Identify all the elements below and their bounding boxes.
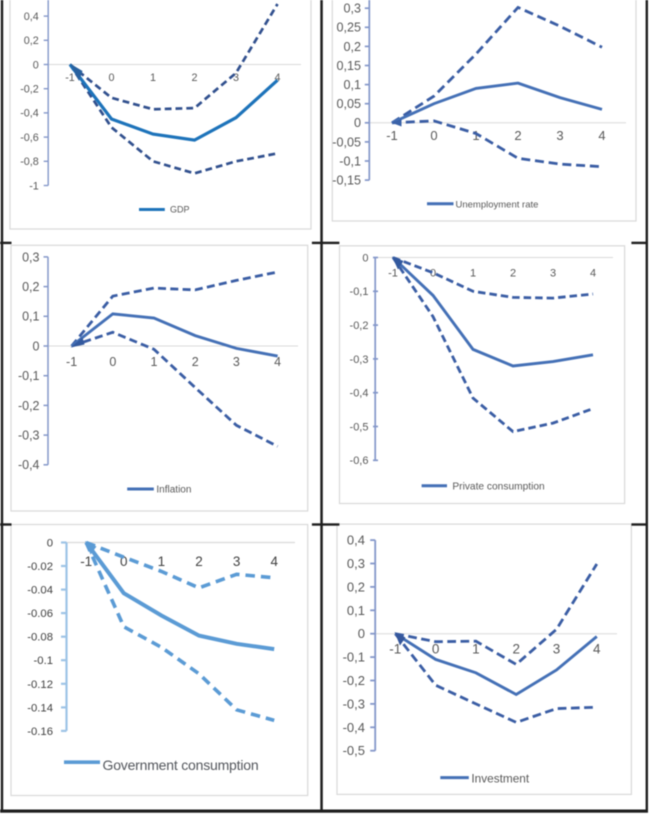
svg-text:-0,2: -0,2 (350, 320, 369, 332)
svg-text:-0,4: -0,4 (20, 108, 39, 120)
svg-text:-0,4: -0,4 (343, 720, 365, 735)
svg-text:0: 0 (354, 116, 361, 130)
svg-text:-0,2: -0,2 (20, 84, 39, 96)
svg-text:-0,8: -0,8 (20, 156, 39, 168)
svg-text:-1: -1 (389, 642, 401, 657)
svg-text:-0,4: -0,4 (350, 388, 369, 400)
svg-text:0: 0 (33, 339, 40, 353)
svg-text:0,4: 0,4 (24, 11, 39, 23)
svg-text:-0,6: -0,6 (350, 455, 369, 467)
svg-text:-0.12: -0.12 (27, 679, 53, 691)
svg-text:0,3: 0,3 (22, 250, 39, 264)
svg-text:-1: -1 (388, 268, 398, 280)
svg-text:Government consumption: Government consumption (103, 757, 259, 773)
svg-text:0,3: 0,3 (343, 2, 361, 16)
svg-text:-0,1: -0,1 (18, 369, 40, 383)
svg-text:0,15: 0,15 (336, 59, 361, 73)
svg-text:0,1: 0,1 (347, 603, 365, 618)
svg-text:Inflation: Inflation (156, 485, 191, 496)
svg-text:0: 0 (120, 554, 128, 569)
svg-text:4: 4 (590, 268, 596, 280)
svg-text:-0,05: -0,05 (332, 135, 361, 149)
svg-text:Private consumption: Private consumption (452, 481, 544, 492)
svg-text:-0,1: -0,1 (339, 154, 361, 168)
svg-text:-1: -1 (80, 554, 92, 569)
svg-text:0: 0 (47, 538, 53, 550)
svg-text:0,2: 0,2 (343, 40, 361, 54)
svg-text:3: 3 (233, 554, 241, 569)
svg-text:2: 2 (512, 642, 520, 657)
svg-text:0: 0 (430, 268, 436, 280)
svg-text:-0,3: -0,3 (343, 697, 365, 712)
svg-text:Investment: Investment (471, 772, 529, 786)
svg-text:-0.16: -0.16 (27, 726, 53, 738)
svg-text:-0,15: -0,15 (332, 174, 361, 188)
svg-text:2: 2 (192, 355, 199, 369)
svg-text:1: 1 (151, 355, 158, 369)
svg-text:4: 4 (593, 642, 601, 657)
svg-text:1: 1 (470, 268, 476, 280)
svg-text:0,05: 0,05 (336, 97, 361, 111)
svg-text:-0,3: -0,3 (18, 429, 40, 443)
svg-text:3: 3 (556, 128, 563, 143)
svg-text:-0,2: -0,2 (343, 673, 365, 688)
svg-text:-0,2: -0,2 (18, 399, 40, 413)
svg-text:0,3: 0,3 (347, 556, 365, 571)
svg-text:3: 3 (233, 355, 240, 369)
svg-text:4: 4 (270, 554, 278, 569)
svg-text:-0.14: -0.14 (27, 702, 53, 714)
svg-text:0,1: 0,1 (22, 310, 39, 324)
svg-text:0: 0 (358, 626, 365, 641)
svg-text:0: 0 (432, 642, 440, 657)
svg-text:Unemployment rate: Unemployment rate (456, 200, 539, 211)
svg-text:0,2: 0,2 (347, 580, 365, 595)
svg-text:0: 0 (108, 72, 114, 84)
svg-text:4: 4 (274, 355, 281, 369)
svg-text:2: 2 (514, 128, 521, 143)
svg-text:-1: -1 (65, 72, 75, 84)
svg-text:1: 1 (150, 72, 156, 84)
svg-text:1: 1 (158, 554, 166, 569)
svg-text:0,4: 0,4 (347, 533, 365, 548)
svg-text:-1: -1 (29, 180, 39, 192)
svg-text:4: 4 (598, 128, 605, 143)
svg-text:-0.06: -0.06 (27, 608, 53, 620)
svg-text:0,2: 0,2 (22, 280, 39, 294)
svg-text:-1: -1 (386, 128, 398, 143)
svg-text:0: 0 (430, 128, 437, 143)
svg-text:0,25: 0,25 (336, 21, 361, 35)
svg-text:GDP: GDP (170, 204, 190, 214)
svg-text:1: 1 (472, 128, 479, 143)
svg-text:-0,1: -0,1 (343, 650, 365, 665)
svg-text:-0,6: -0,6 (20, 132, 39, 144)
svg-text:0,2: 0,2 (24, 35, 39, 47)
svg-text:2: 2 (195, 554, 203, 569)
svg-text:-0.08: -0.08 (27, 632, 53, 644)
svg-text:-0,1: -0,1 (350, 286, 369, 298)
svg-text:0,1: 0,1 (343, 78, 361, 92)
svg-text:2: 2 (510, 268, 516, 280)
svg-text:3: 3 (553, 642, 561, 657)
svg-text:-0,4: -0,4 (18, 458, 40, 472)
svg-text:4: 4 (274, 72, 280, 84)
svg-text:-0.1: -0.1 (34, 655, 53, 667)
svg-text:1: 1 (472, 642, 480, 657)
svg-text:-0,5: -0,5 (350, 421, 369, 433)
svg-text:3: 3 (233, 72, 239, 84)
svg-text:-1: -1 (66, 355, 77, 369)
svg-text:-0,5: -0,5 (343, 743, 365, 758)
svg-text:0: 0 (33, 59, 39, 71)
svg-text:0: 0 (109, 355, 116, 369)
svg-text:0: 0 (362, 252, 368, 264)
svg-text:-0.02: -0.02 (27, 561, 53, 573)
svg-text:-0.04: -0.04 (27, 585, 53, 597)
svg-text:2: 2 (191, 72, 197, 84)
svg-text:3: 3 (550, 268, 556, 280)
svg-text:-0,3: -0,3 (350, 354, 369, 366)
